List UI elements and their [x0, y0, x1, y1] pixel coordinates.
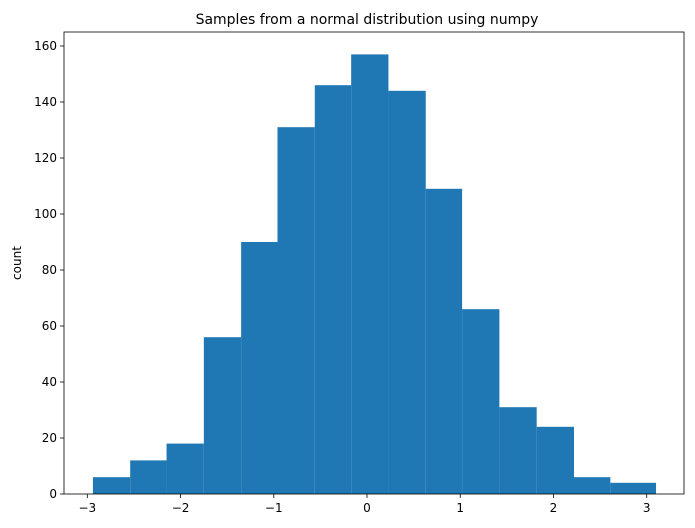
chart-title: Samples from a normal distribution using…: [196, 12, 539, 28]
x-tick-label: 2: [550, 501, 558, 515]
histogram-bar: [499, 407, 537, 494]
y-tick-label: 100: [34, 207, 57, 221]
histogram-bar: [425, 188, 463, 495]
y-tick-label: 40: [42, 375, 57, 389]
histogram-bar: [314, 85, 352, 494]
x-tick-label: 3: [643, 501, 651, 515]
histogram-bar: [241, 242, 278, 494]
x-tick-label: −3: [78, 501, 96, 515]
histogram-bar: [610, 482, 657, 494]
y-tick-label: 60: [42, 319, 57, 333]
y-tick-label: 160: [34, 39, 57, 53]
x-tick-label: −1: [265, 501, 283, 515]
histogram-bar: [462, 309, 500, 494]
x-axis: −3 −2 −1 0 1 2 3: [78, 494, 651, 515]
histogram-bar: [130, 460, 167, 494]
histogram-bar: [92, 477, 131, 494]
histogram-bar: [203, 337, 242, 494]
histogram-bar: [277, 127, 315, 494]
x-tick-label: 1: [456, 501, 464, 515]
plot-frame: [63, 31, 685, 495]
histogram-bar: [351, 54, 389, 495]
y-tick-label: 140: [34, 95, 57, 109]
plot-area: [92, 54, 657, 495]
y-axis-title: count: [10, 246, 24, 280]
histogram-bar: [536, 426, 574, 494]
x-tick-label: −2: [172, 501, 190, 515]
histogram-bar: [573, 477, 611, 494]
y-tick-label: 0: [49, 487, 57, 501]
y-tick-label: 120: [34, 151, 57, 165]
y-tick-label: 20: [42, 431, 57, 445]
y-tick-label: 80: [42, 263, 57, 277]
histogram-bar: [388, 90, 426, 495]
histogram-bar: [166, 443, 204, 494]
x-tick-label: 0: [363, 501, 371, 515]
y-axis: 0 20 40 60 80 100 120 140 160: [34, 39, 64, 501]
